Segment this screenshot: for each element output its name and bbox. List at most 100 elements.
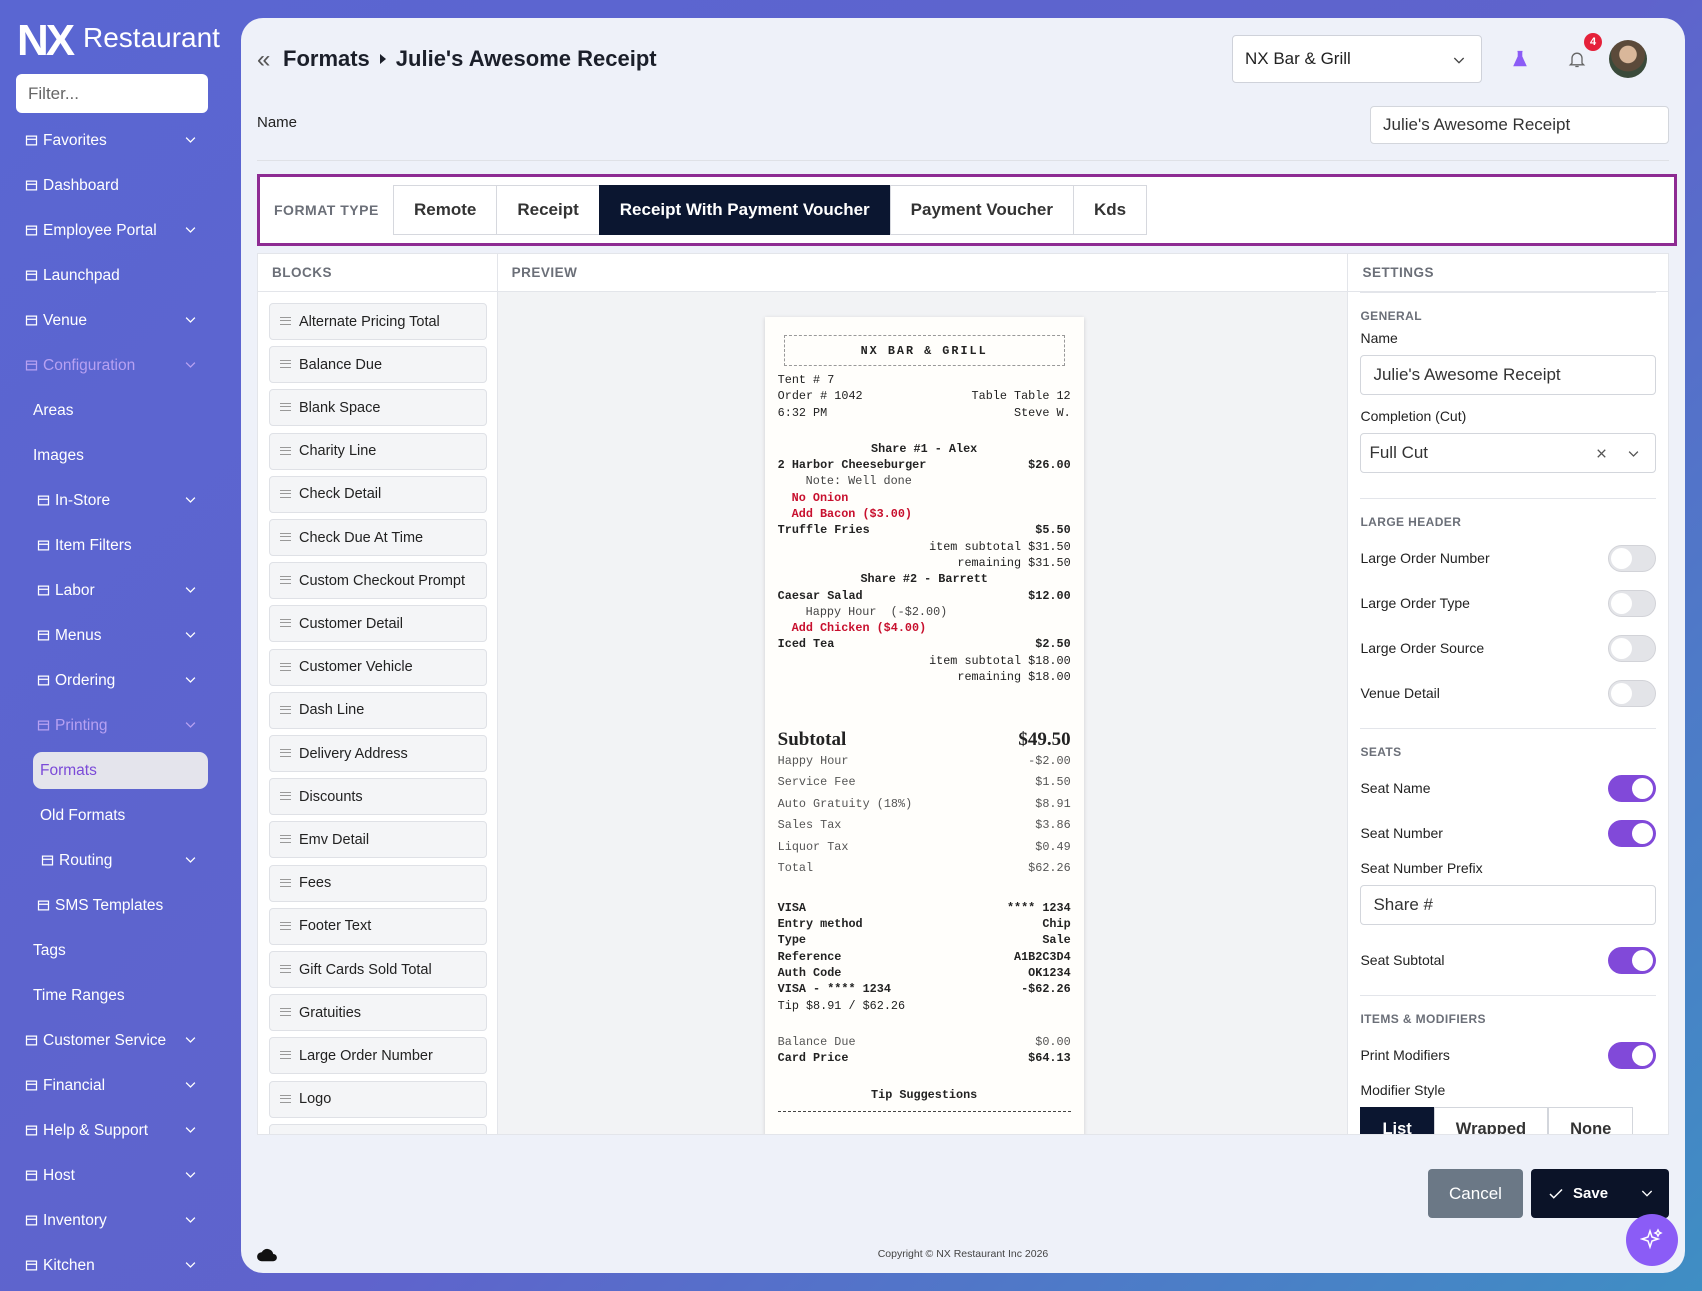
toggle[interactable] [1608,820,1656,847]
toggle[interactable] [1608,635,1656,662]
block-item[interactable]: Emv Detail [269,821,487,859]
field-value: Share # [1373,895,1433,914]
nav-icon [37,900,50,911]
nav-item[interactable]: Favorites [0,118,241,163]
nav-item[interactable]: Help & Support [0,1108,241,1153]
format-tab[interactable]: Kds [1073,185,1148,235]
block-item[interactable]: Blank Space [269,389,487,427]
lab-icon[interactable] [1510,49,1530,69]
block-item[interactable]: Delivery Address [269,735,487,772]
nav-label: Inventory [43,1211,107,1229]
venue-select[interactable]: NX Bar & Grill [1232,35,1482,83]
segment[interactable]: List [1360,1107,1434,1134]
nav-icon-path [37,675,50,686]
block-item[interactable]: Balance Due [269,346,487,384]
receipt: NX BAR & GRILL Tent # 7 Order # 1042 Table… [764,317,1084,1134]
block-item[interactable]: Large Order Number [269,1037,487,1075]
nav-item[interactable]: Printing [0,703,241,748]
cloud-icon [257,1248,277,1262]
nav-item[interactable]: Item Filters [0,523,241,568]
nav-label: Item Filters [55,536,132,554]
toggle[interactable] [1608,590,1656,617]
drag-handle [280,878,291,887]
block-item [269,1123,487,1134]
select-chevron-path [1628,451,1639,457]
block-item[interactable]: Gift Cards Sold Total [269,951,487,988]
format-tab[interactable]: Payment Voucher [889,185,1074,235]
segment[interactable]: Wrapped [1433,1107,1549,1134]
nav-item[interactable]: Configuration [0,343,241,388]
nav-item[interactable]: Inventory [0,1198,241,1243]
block-item[interactable]: Customer Detail [269,605,487,643]
toggle[interactable] [1608,947,1656,974]
block-item[interactable]: Gratuities [269,994,487,1032]
nav-item[interactable]: Images [0,433,241,478]
nav-item[interactable]: Launchpad [0,253,241,298]
nav-chevron [185,1217,196,1223]
avatar[interactable] [1609,40,1647,78]
breadcrumb-item[interactable]: Formats [283,46,370,71]
block-item[interactable]: Discounts [269,778,487,816]
toggle[interactable] [1608,1042,1656,1069]
format-tab[interactable]: Remote [393,185,498,235]
nav-chevron [185,722,196,728]
nav-item[interactable]: Customer Service [0,1018,241,1063]
nav-item[interactable]: Areas [0,388,241,433]
nav-item[interactable]: Formats [0,748,241,793]
format-tab[interactable]: Receipt With Payment Voucher [598,185,891,235]
select-chevron [1628,451,1639,457]
nav-item[interactable]: Host [0,1153,241,1198]
toggle[interactable] [1608,545,1656,572]
drag-handle [280,489,291,498]
nav-item[interactable]: Dashboard [0,163,241,208]
block-item[interactable]: Fees [269,864,487,902]
toggle[interactable] [1608,680,1656,707]
receipt-amount: remaining $31.50 [957,555,1071,570]
nav-item[interactable]: Old Formats [0,793,241,838]
name-input[interactable]: Julie's Awesome Receipt [1370,106,1669,144]
receipt-line: Liquor Tax $0.49 [778,837,1071,859]
blocks-title: BLOCKS [258,254,497,292]
toggle[interactable] [1608,775,1656,802]
block-item[interactable]: Check Detail [269,475,487,513]
block-item[interactable]: Dash Line [269,691,487,729]
text-input[interactable]: Julie's Awesome Receipt [1360,355,1656,395]
select-input[interactable]: Full Cut [1360,433,1656,473]
receipt-text: Card Price [777,1051,849,1066]
save-button[interactable]: Save [1531,1169,1669,1218]
active-pill [33,752,208,789]
cancel-button[interactable]: Cancel [1428,1169,1523,1218]
filter-input[interactable]: Filter... [16,74,208,113]
nav-item[interactable]: In-Store [0,478,241,523]
bell-icon[interactable] [1567,49,1587,69]
nav-item[interactable]: Kitchen [0,1243,241,1288]
nav-item[interactable]: Tags [0,928,241,973]
nav-item[interactable]: Employee Portal [0,208,241,253]
toggle-knob [1611,638,1632,659]
block-item[interactable]: Check Due At Time [269,519,487,556]
nav-label: Menus [55,626,102,644]
block-item[interactable]: Charity Line [269,432,487,470]
block-label: Check Detail [299,486,382,503]
nav-item[interactable]: Financial [0,1063,241,1108]
nav-item[interactable]: Labor [0,568,241,613]
nav-item[interactable]: SMS Templates [0,883,241,928]
block-item[interactable]: Footer Text [269,907,487,945]
block-item[interactable]: Custom Checkout Prompt [269,562,487,600]
block-item[interactable]: Alternate Pricing Total [269,303,487,340]
back-button[interactable]: « [257,46,271,73]
block-item[interactable]: Logo [269,1080,487,1118]
text-input[interactable]: Share # [1360,885,1656,925]
segment[interactable]: None [1548,1107,1634,1134]
nav-item[interactable]: Time Ranges [0,973,241,1018]
format-tab[interactable]: Receipt [496,185,600,235]
assistant-button[interactable] [1626,1214,1678,1266]
nav-item[interactable]: Venue [0,298,241,343]
nav-item[interactable]: Routing [0,838,241,883]
receipt-line: Auth Code OK1234 [778,965,1071,981]
nav-label: Host [43,1166,75,1184]
nav-item[interactable]: Menus [0,613,241,658]
nav-item[interactable]: Ordering [0,658,241,703]
block-item[interactable]: Customer Vehicle [269,648,487,686]
save-menu[interactable] [1639,1185,1655,1201]
